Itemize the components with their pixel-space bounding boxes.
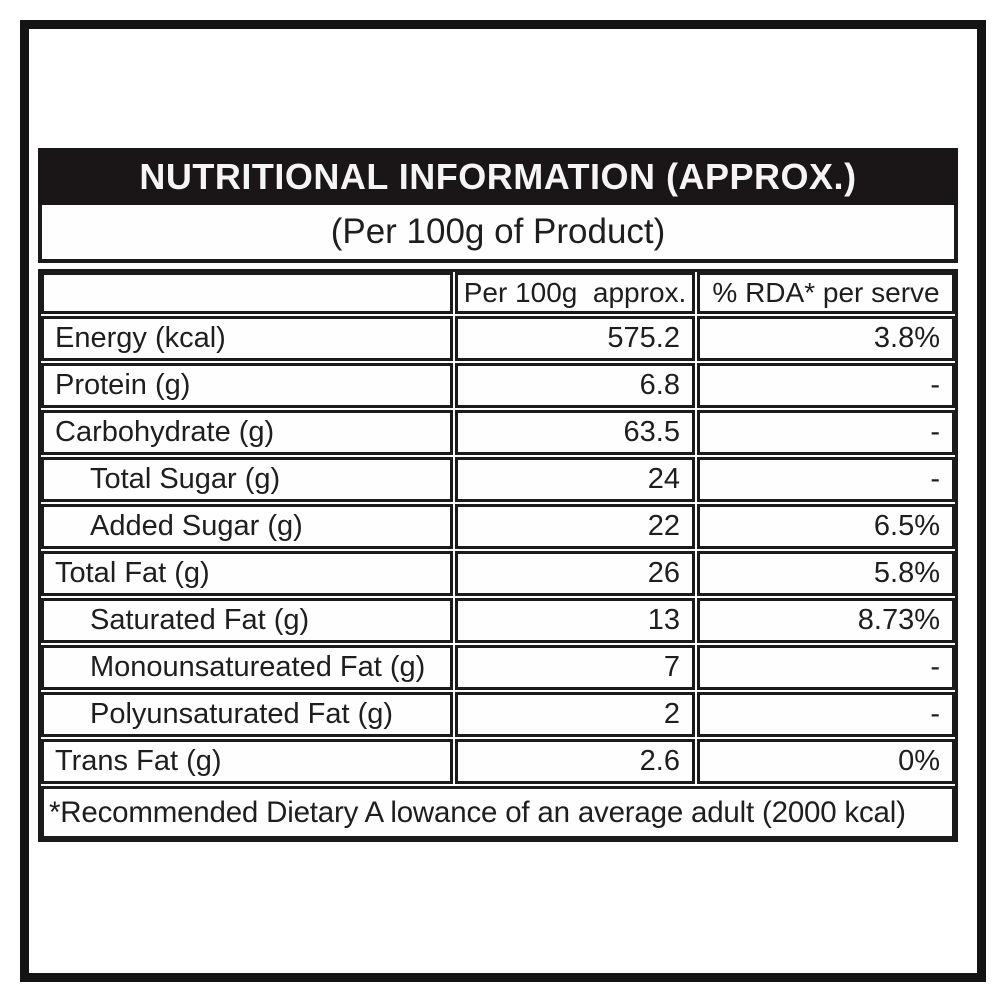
row-value-rda: - (697, 457, 955, 502)
label-subtitle: (Per 100g of Product) (38, 205, 958, 263)
row-label: Total Sugar (g) (41, 457, 453, 502)
row-value-per100g: 6.8 (455, 363, 695, 408)
row-value-per100g: 63.5 (455, 410, 695, 455)
row-label: Energy (kcal) (41, 316, 453, 361)
row-value-rda: 0% (697, 739, 955, 784)
row-value-rda: 5.8% (697, 551, 955, 596)
nutrition-label: NUTRITIONAL INFORMATION (APPROX.) (Per 1… (38, 148, 958, 842)
row-label: Trans Fat (g) (41, 739, 453, 784)
row-label: Monounsatureated Fat (g) (41, 645, 453, 690)
row-value-per100g: 22 (455, 504, 695, 549)
row-label: Saturated Fat (g) (41, 598, 453, 643)
row-label: Added Sugar (g) (41, 504, 453, 549)
column-header-per100g: Per 100g approx. (455, 272, 695, 314)
column-header-rda: % RDA* per serve (697, 272, 955, 314)
row-value-rda: 3.8% (697, 316, 955, 361)
row-value-per100g: 2 (455, 692, 695, 737)
column-header-item (41, 272, 453, 314)
row-value-per100g: 2.6 (455, 739, 695, 784)
row-label: Polyunsaturated Fat (g) (41, 692, 453, 737)
nutrition-table: Per 100g approx. % RDA* per serve Energy… (38, 269, 958, 842)
row-value-per100g: 7 (455, 645, 695, 690)
row-label: Total Fat (g) (41, 551, 453, 596)
row-value-rda: - (697, 645, 955, 690)
row-label: Carbohydrate (g) (41, 410, 453, 455)
row-value-per100g: 24 (455, 457, 695, 502)
row-value-per100g: 26 (455, 551, 695, 596)
row-value-per100g: 575.2 (455, 316, 695, 361)
rda-footnote: *Recommended Dietary A lowance of an ave… (41, 786, 955, 839)
row-value-rda: - (697, 692, 955, 737)
row-value-rda: - (697, 410, 955, 455)
row-label: Protein (g) (41, 363, 453, 408)
row-value-per100g: 13 (455, 598, 695, 643)
row-value-rda: 6.5% (697, 504, 955, 549)
row-value-rda: 8.73% (697, 598, 955, 643)
row-value-rda: - (697, 363, 955, 408)
label-title: NUTRITIONAL INFORMATION (APPROX.) (38, 148, 958, 205)
